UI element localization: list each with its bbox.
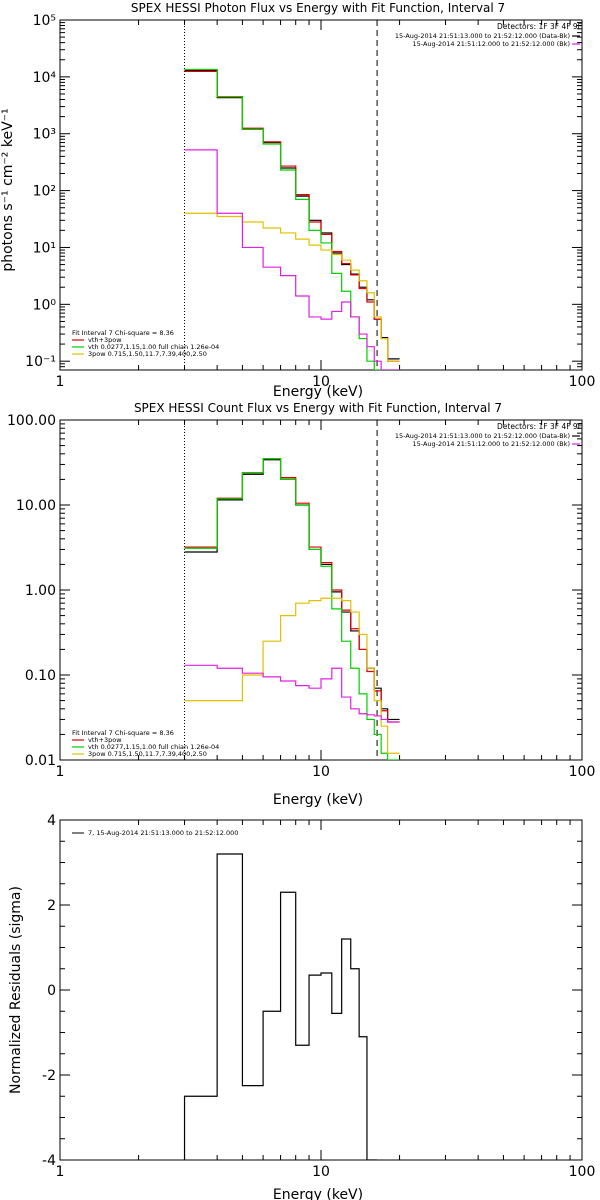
panel1-fit-line: Fit Interval 7 Chi-square = 8.36: [72, 329, 174, 337]
panel1-legend-vth: vth 0.0277,1.15,1.00 full chian 1.26e-04: [88, 343, 219, 351]
y-tick-label: 0: [47, 983, 56, 999]
panel1-legend-3pow: 3pow 0.715,1.50,11.7,7.39,400,2.50: [88, 350, 207, 358]
series-vth: [184, 68, 400, 370]
panel2-legend-vth3pow: vth+3pow: [88, 736, 122, 744]
y-tick-label: -4: [42, 1153, 56, 1169]
x-tick-label: 100: [569, 764, 596, 780]
x-tick-label: 10: [312, 1164, 330, 1180]
series-residuals: [183, 853, 378, 1160]
x-tick-label: 1: [56, 764, 65, 780]
residuals-panel: Energy (keV) Normalized Residuals (sigma…: [8, 813, 595, 1200]
x-tick-label: 1: [56, 374, 65, 390]
photon-flux-panel: SPEX HESSI Photon Flux vs Energy with Fi…: [0, 1, 595, 400]
series-bk: [184, 149, 400, 370]
y-tick-label: 2: [47, 898, 56, 914]
series-vth-3pow: [184, 458, 400, 723]
series-3pow: [184, 597, 400, 754]
panel3-legend: 7, 15-Aug-2014 21:51:13.000 to 21:52:12.…: [88, 829, 238, 837]
series-vth: [184, 458, 400, 760]
y-tick-label: 10.00: [16, 498, 56, 514]
x-tick-label: 10: [312, 764, 330, 780]
y-tick-label: 10¹: [33, 240, 56, 256]
count-flux-panel: SPEX HESSI Count Flux vs Energy with Fit…: [7, 401, 595, 808]
y-tick-label: 10³: [33, 127, 56, 143]
panel1-ylabel: photons s⁻¹ cm⁻² keV⁻¹: [0, 108, 16, 271]
x-tick-label: 1: [56, 1164, 65, 1180]
series-3pow: [184, 212, 400, 362]
panel3-xlabel: Energy (keV): [273, 1187, 363, 1200]
panel1-xlabel: Energy (keV): [273, 384, 363, 400]
panel1-legend-data-bk: 15-Aug-2014 21:51:13.000 to 21:52:12.000…: [395, 32, 570, 40]
x-tick-label: 10: [312, 374, 330, 390]
plot-frame: [59, 419, 583, 761]
series-bk: [184, 664, 400, 723]
panel2-fit-line: Fit Interval 7 Chi-square = 8.36: [72, 729, 174, 737]
y-tick-label: 1.00: [25, 583, 56, 599]
y-tick-label: 10²: [33, 184, 56, 200]
y-tick-label: 0.10: [25, 668, 56, 684]
panel2-legend-data-bk: 15-Aug-2014 21:51:13.000 to 21:52:12.000…: [395, 432, 570, 440]
panel3-ylabel: Normalized Residuals (sigma): [8, 886, 24, 1094]
panel1-legend-vth3pow: vth+3pow: [88, 336, 122, 344]
panel2-legend-bk: 15-Aug-2014 21:51:12.000 to 21:52:12.000…: [413, 440, 570, 448]
y-tick-label: 4: [47, 813, 56, 829]
y-tick-label: 10⁵: [33, 13, 56, 29]
x-tick-label: 100: [569, 374, 596, 390]
panel2-legend-3pow: 3pow 0.715,1.50,11.7,7.39,400,2.50: [88, 750, 207, 758]
y-tick-label: -2: [42, 1068, 56, 1084]
panel2-detectors: Detectors: 1F 3F 4F 9F: [497, 422, 582, 431]
y-tick-label: 10⁰: [33, 297, 57, 313]
plot-frame: [59, 819, 583, 1161]
y-tick-label: 10⁴: [33, 70, 57, 86]
x-tick-label: 100: [569, 1164, 596, 1180]
panel1-legend-bk: 15-Aug-2014 21:51:12.000 to 21:52:12.000…: [413, 40, 570, 48]
y-tick-label: 10⁻¹: [25, 354, 56, 370]
panel1-title: SPEX HESSI Photon Flux vs Energy with Fi…: [131, 1, 505, 15]
panel2-xlabel: Energy (keV): [273, 792, 363, 808]
y-tick-label: 0.01: [25, 753, 56, 769]
panel1-detectors: Detectors: 1F 3F 4F 9F: [497, 22, 582, 31]
panel2-legend-vth: vth 0.0277,1.15,1.00 full chian 1.26e-04: [88, 743, 219, 751]
panel2-title: SPEX HESSI Count Flux vs Energy with Fit…: [134, 401, 502, 415]
y-tick-label: 100.00: [7, 413, 56, 429]
